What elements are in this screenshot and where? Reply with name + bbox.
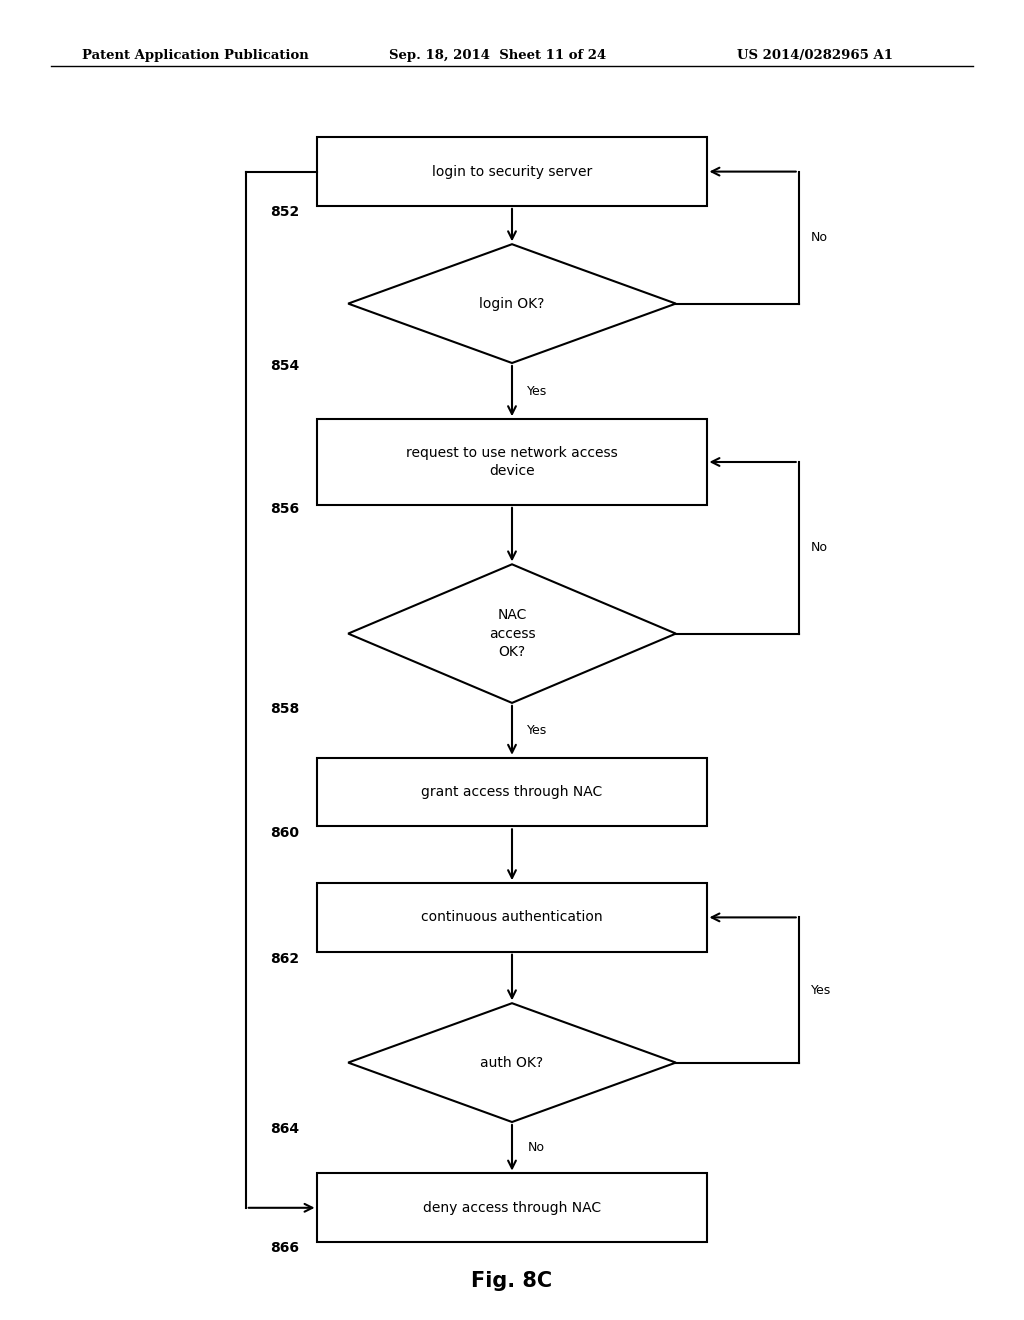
Text: No: No [527,1142,545,1154]
Text: 858: 858 [269,702,299,717]
Text: No: No [811,541,828,554]
Text: Fig. 8C: Fig. 8C [471,1271,553,1291]
Text: 862: 862 [270,952,299,966]
Text: Yes: Yes [527,384,548,397]
Text: 854: 854 [269,359,299,374]
FancyBboxPatch shape [317,758,707,826]
Text: Patent Application Publication: Patent Application Publication [82,49,308,62]
FancyBboxPatch shape [317,1173,707,1242]
FancyBboxPatch shape [317,418,707,504]
Text: 856: 856 [270,502,299,516]
Text: Yes: Yes [527,723,548,737]
FancyBboxPatch shape [317,883,707,952]
Text: deny access through NAC: deny access through NAC [423,1201,601,1214]
Text: 852: 852 [269,205,299,219]
Text: 864: 864 [270,1122,299,1137]
Text: login OK?: login OK? [479,297,545,310]
Text: auth OK?: auth OK? [480,1056,544,1069]
Text: login to security server: login to security server [432,165,592,178]
Text: 866: 866 [270,1241,299,1255]
FancyBboxPatch shape [317,137,707,206]
Text: continuous authentication: continuous authentication [421,911,603,924]
Polygon shape [348,244,676,363]
Polygon shape [348,1003,676,1122]
Polygon shape [348,565,676,702]
Text: US 2014/0282965 A1: US 2014/0282965 A1 [737,49,893,62]
Text: 860: 860 [270,826,299,841]
Text: request to use network access
device: request to use network access device [407,446,617,478]
Text: Yes: Yes [811,983,831,997]
Text: No: No [811,231,828,244]
Text: NAC
access
OK?: NAC access OK? [488,609,536,659]
Text: grant access through NAC: grant access through NAC [421,785,603,799]
Text: Sep. 18, 2014  Sheet 11 of 24: Sep. 18, 2014 Sheet 11 of 24 [389,49,606,62]
